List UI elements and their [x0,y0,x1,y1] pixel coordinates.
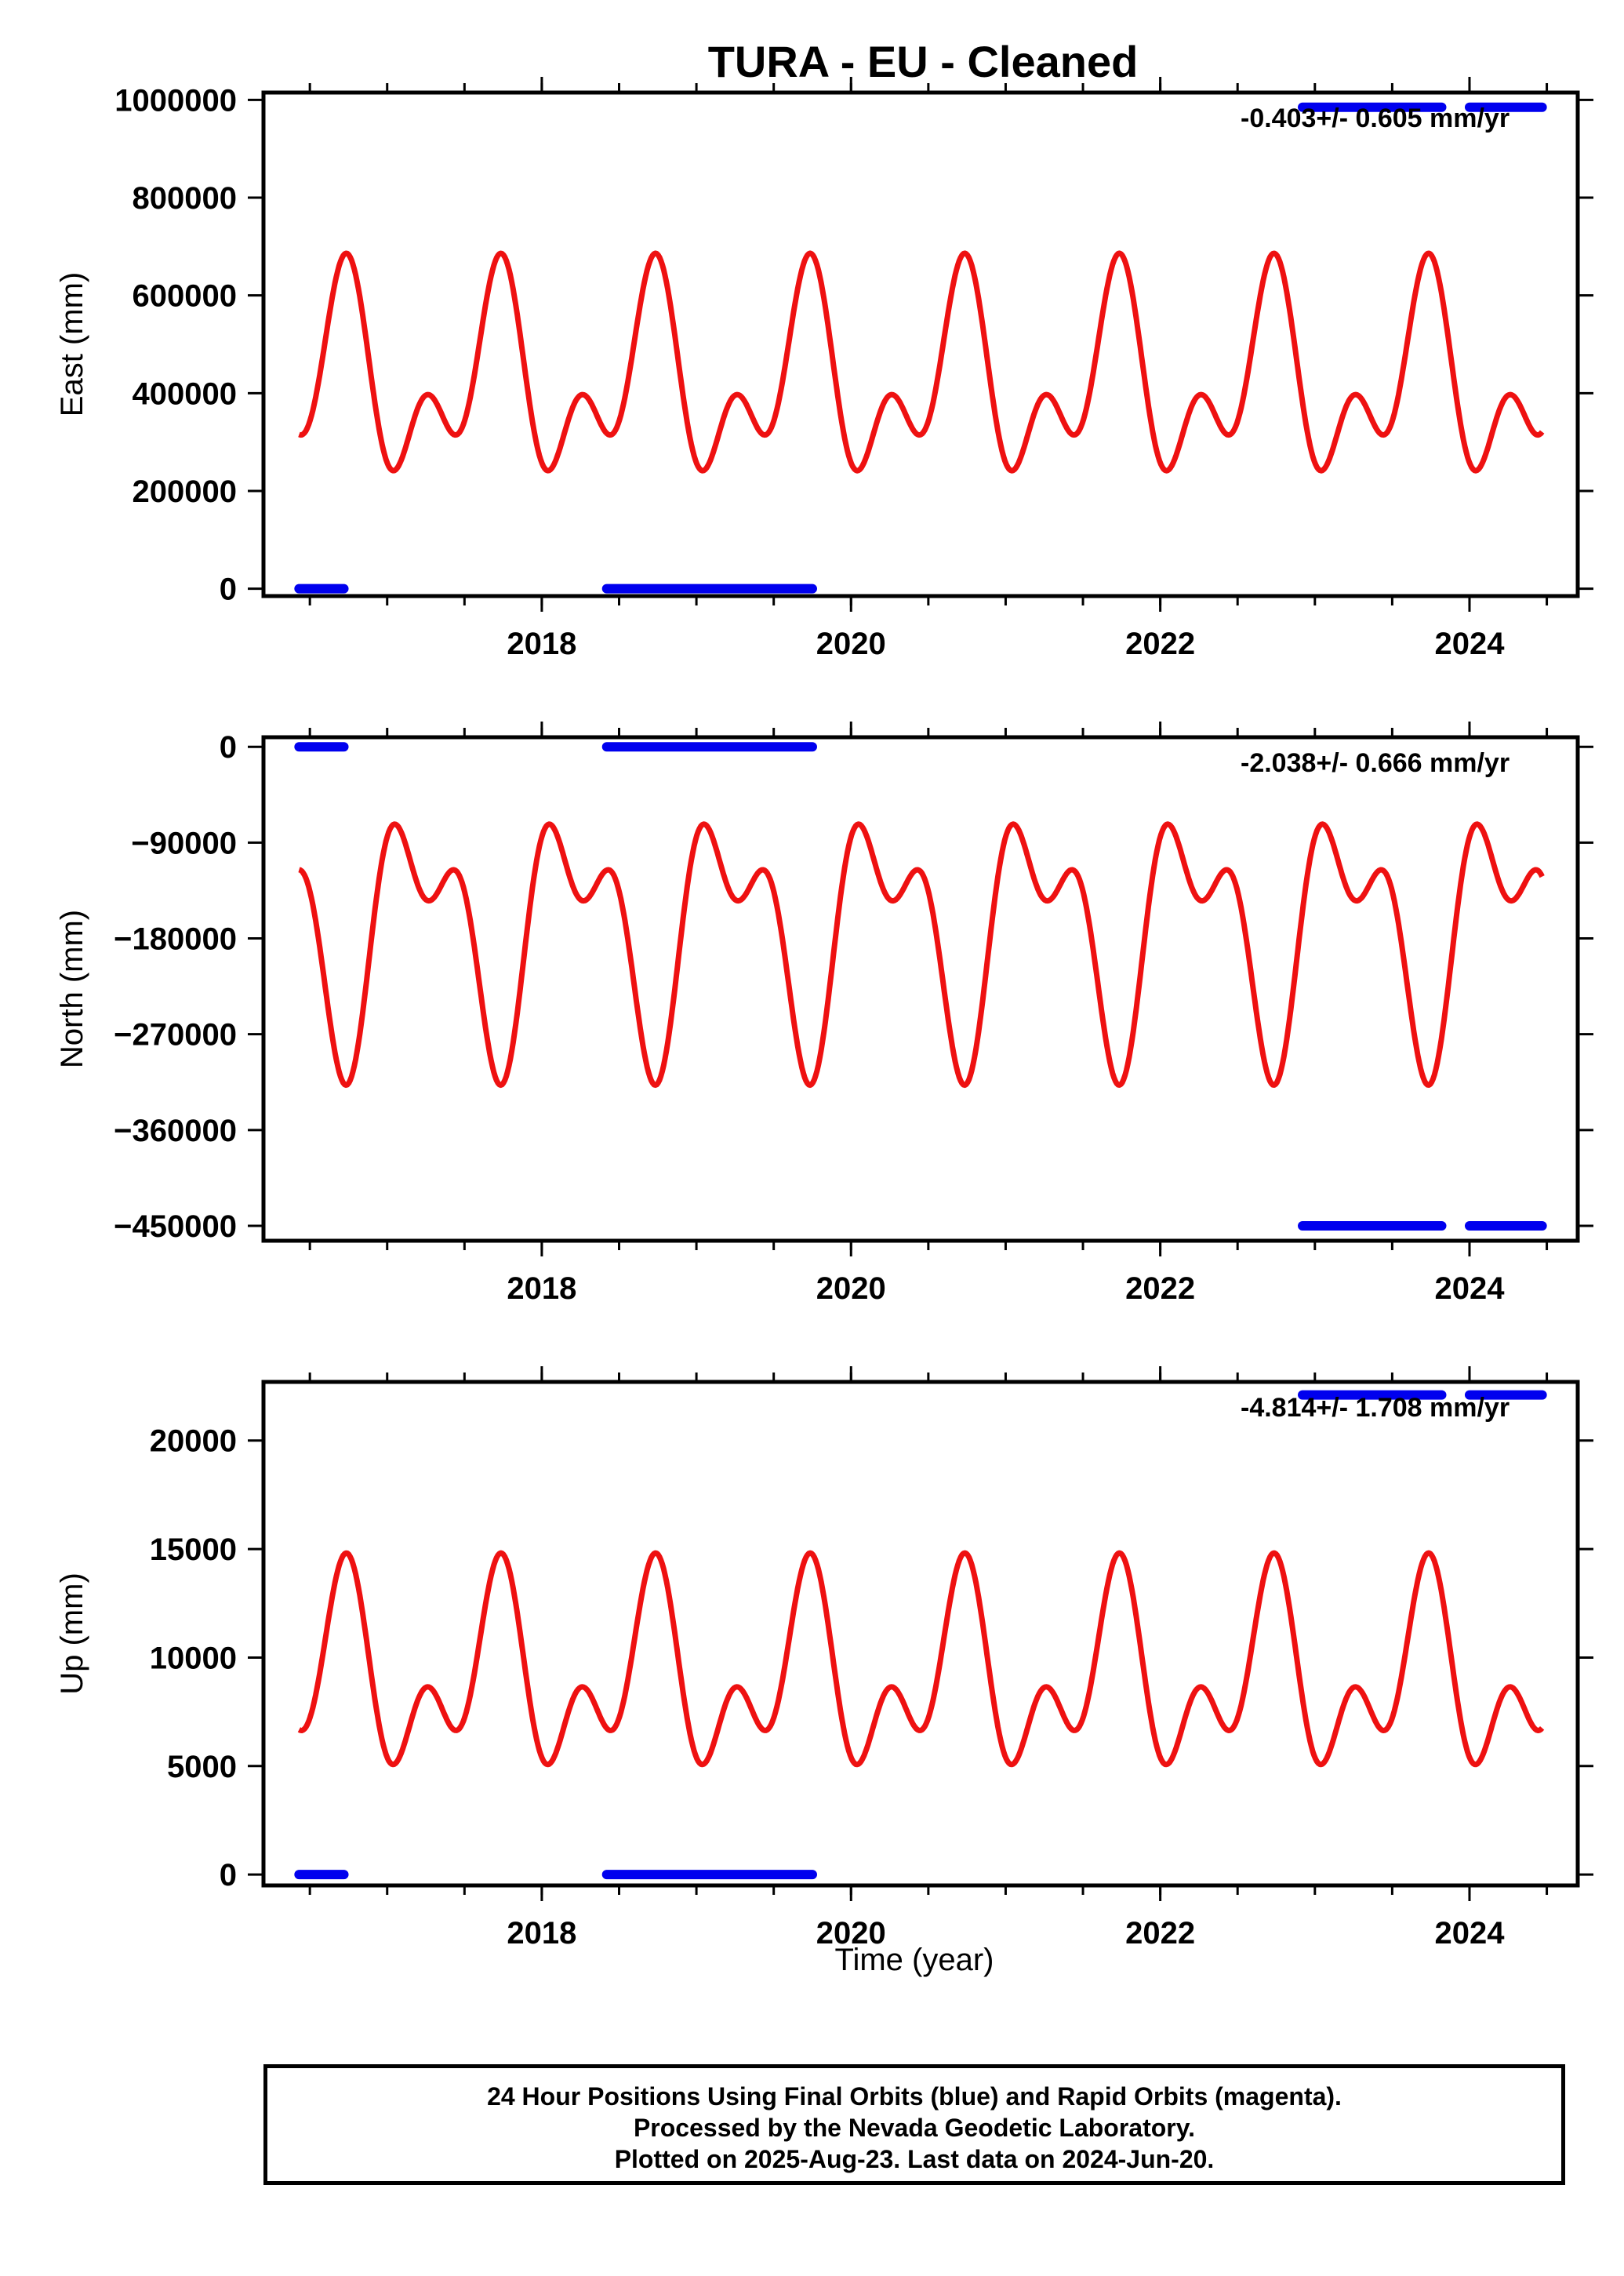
plot-frame [261,1380,1580,1888]
plot-frame [261,90,1580,598]
y-tick-label: 600000 [133,279,237,314]
panel-up: 2018 2020 2022 2024 0 5000 10000 15000 20000 Up (… [55,1366,1593,1951]
x-tick-label: 2020 [816,627,886,661]
x-tick-label: 2018 [507,1916,576,1951]
x-tick-label: 2024 [1434,627,1505,661]
x-tick-label: 2022 [1125,627,1195,661]
y-tick-label: 0 [220,573,237,607]
plot-frame [261,735,1580,1243]
y-tick-label: 200000 [133,474,237,509]
y-tick-label: 5000 [167,1750,237,1784]
y-tick-label: 15000 [150,1532,237,1567]
model-curve [297,821,1545,1089]
y-tick-label: 10000 [150,1641,237,1675]
velocity-rate-label: -2.038+/- 0.666 mm/yr [1241,748,1510,778]
velocity-rate-label: -0.403+/- 0.605 mm/yr [1241,104,1510,133]
y-tick-label: 800000 [133,181,237,216]
x-tick-label: 2024 [1434,1916,1505,1951]
x-tick-label: 2022 [1125,1916,1195,1951]
panels: 2018 2020 2022 2024020000040000060000080000… [55,77,1593,1951]
model-curve [297,250,1545,474]
y-tick-label: −180000 [114,922,237,957]
y-axis-label: Up (mm) [55,1572,89,1695]
caption-line-processed: Processed by the Nevada Geodetic Laborat… [633,2114,1196,2142]
caption-line-plotted: Plotted on 2025-Aug-23. Last data on 202… [614,2145,1215,2173]
velocity-rate-label: -4.814+/- 1.708 mm/yr [1241,1393,1510,1423]
x-tick-label: 2018 [507,1271,576,1306]
model-curve [297,1550,1545,1768]
y-tick-label: −270000 [114,1018,237,1053]
x-tick-label: 2024 [1434,1271,1505,1306]
x-tick-label: 2018 [507,627,576,661]
y-tick-label: 20000 [150,1424,237,1459]
y-tick-label: −450000 [114,1209,237,1244]
y-tick-label: −90000 [131,826,237,860]
chart-title: TURA - EU - Cleaned [708,37,1139,86]
y-tick-label: 400000 [133,376,237,411]
caption-line-orbits: 24 Hour Positions Using Final Orbits (bl… [487,2082,1342,2111]
y-tick-label: 1000000 [114,83,237,118]
y-tick-label: 0 [220,730,237,765]
y-axis-label: East (mm) [55,272,89,416]
x-axis-label: Time (year) [835,1943,994,1977]
y-tick-label: −360000 [114,1114,237,1148]
panel-north: 2018 2020 2022 2024 0 −90000 −180000 −270000 −36… [55,722,1593,1306]
x-tick-label: 2020 [816,1271,886,1306]
y-tick-label: 0 [220,1858,237,1892]
panel-east: 2018 2020 2022 2024 0 200000 400000 600000 80000… [55,77,1593,661]
x-tick-label: 2020 [816,1916,886,1951]
x-tick-label: 2022 [1125,1271,1195,1306]
caption-box: 24 Hour Positions Using Final Orbits (bl… [263,2064,1565,2185]
y-axis-label: North (mm) [55,910,89,1068]
